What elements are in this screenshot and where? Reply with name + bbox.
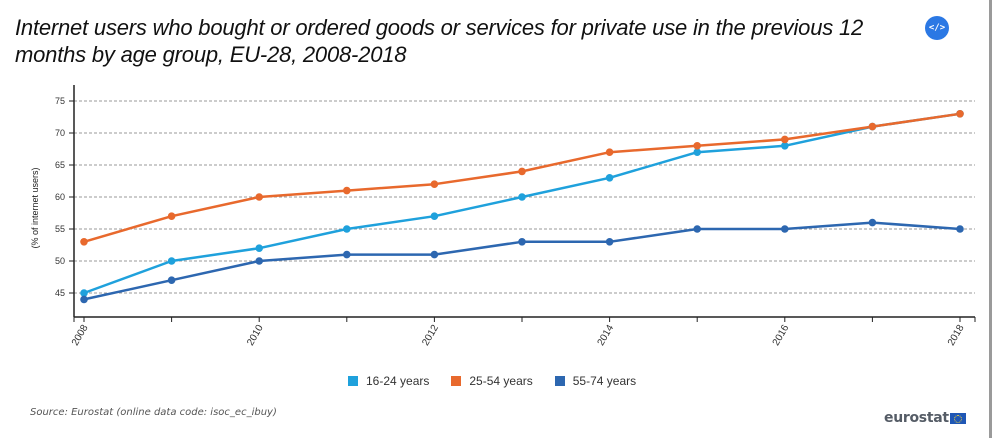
- data-point-55-74-years: [167, 276, 176, 285]
- data-point-16-24-years: [605, 174, 614, 182]
- x-tick-label: 2016: [771, 323, 792, 348]
- data-point-55-74-years: [693, 225, 701, 233]
- data-point-25-54-years: [80, 238, 88, 246]
- x-axis: 2008 2010 2012 2014 2016 2018: [70, 316, 976, 348]
- legend: 16-24 years 25-54 years 55-74 years: [348, 374, 636, 388]
- y-tick-label: 55: [55, 224, 65, 234]
- embed-code-button[interactable]: </>: [925, 16, 949, 40]
- y-tick-label: 60: [55, 192, 65, 202]
- data-point-16-24-years: [518, 193, 526, 201]
- y-tick-label: 45: [55, 288, 65, 298]
- legend-item-55-74[interactable]: 55-74 years: [554, 374, 637, 388]
- y-tick-label: 70: [55, 128, 65, 138]
- data-point-25-54-years: [430, 180, 439, 188]
- y-tick-label: 65: [55, 160, 65, 170]
- data-point-16-24-years: [781, 142, 789, 150]
- eurostat-logo: eurostat: [884, 410, 966, 426]
- legend-swatch: [554, 376, 565, 386]
- data-point-25-54-years: [605, 148, 614, 156]
- data-point-25-54-years: [343, 186, 351, 195]
- data-point-55-74-years: [518, 238, 526, 246]
- data-point-25-54-years: [781, 135, 789, 144]
- data-point-16-24-years: [80, 289, 88, 297]
- y-tick-label: 50: [55, 256, 65, 266]
- data-point-55-74-years: [80, 295, 88, 304]
- x-tick-label: 2008: [70, 323, 91, 348]
- data-point-16-24-years: [167, 257, 176, 265]
- eu-flag-icon: [949, 412, 966, 424]
- series-points: [80, 110, 964, 304]
- data-point-55-74-years: [868, 218, 877, 227]
- data-point-16-24-years: [430, 212, 439, 220]
- series-line-16-24-years: [83, 112, 961, 295]
- data-point-16-24-years: [255, 244, 263, 252]
- legend-swatch: [348, 376, 358, 386]
- x-tick-label: 2018: [946, 323, 967, 348]
- data-point-55-74-years: [781, 225, 789, 233]
- data-point-25-54-years: [167, 212, 176, 220]
- x-tick-label: 2014: [596, 323, 617, 348]
- window-border: [989, 0, 992, 438]
- y-axis-label: (% of internet users): [30, 167, 40, 248]
- code-icon: </>: [928, 23, 946, 33]
- data-point-25-54-years: [956, 110, 964, 118]
- data-point-55-74-years: [430, 250, 439, 259]
- legend-label: 55-74 years: [572, 374, 637, 388]
- x-tick-label: 2010: [245, 323, 266, 348]
- source-note: Source: Eurostat (online data code: isoc…: [30, 407, 277, 418]
- series-lines: [83, 112, 961, 301]
- legend-swatch: [451, 376, 462, 386]
- y-tick-label: 75: [55, 96, 65, 106]
- chart-title: Internet users who bought or ordered goo…: [15, 15, 864, 67]
- data-point-55-74-years: [255, 257, 263, 265]
- data-point-25-54-years: [518, 167, 526, 176]
- y-axis-ticks: 45 50 55 60 65 70 75: [55, 85, 75, 317]
- data-point-16-24-years: [693, 148, 701, 156]
- x-tick-label: 2012: [420, 323, 441, 348]
- data-point-55-74-years: [605, 238, 614, 246]
- data-point-25-54-years: [868, 122, 877, 131]
- legend-item-25-54[interactable]: 25-54 years: [451, 374, 533, 388]
- logo-text: eurostat: [884, 410, 949, 426]
- data-point-25-54-years: [255, 193, 263, 201]
- legend-label: 16-24 years: [366, 374, 430, 388]
- data-point-16-24-years: [343, 225, 351, 233]
- legend-label: 25-54 years: [469, 374, 533, 388]
- data-point-55-74-years: [956, 225, 964, 233]
- legend-item-16-24[interactable]: 16-24 years: [348, 374, 429, 388]
- data-point-55-74-years: [343, 250, 351, 259]
- data-point-25-54-years: [693, 142, 701, 150]
